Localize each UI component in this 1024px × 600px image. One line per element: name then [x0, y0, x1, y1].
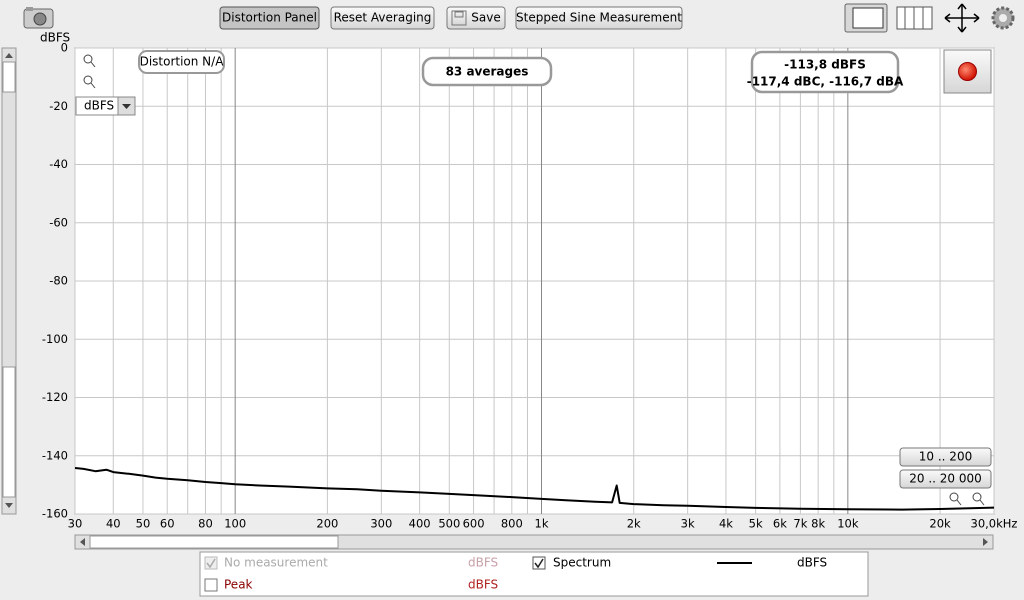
y-tick-label: -60	[49, 215, 68, 229]
x-tick-label: 4k	[719, 517, 733, 531]
x-tick-label: 7k	[793, 517, 807, 531]
x-tick-label: 100	[224, 517, 246, 531]
range-button[interactable]: 20 .. 20 000	[899, 469, 992, 489]
horizontal-scrollbar[interactable]	[74, 534, 994, 550]
x-tick-label: 3k	[681, 517, 695, 531]
distortion-panel-button[interactable]: Distortion Panel	[219, 6, 320, 30]
stepped-sine-button[interactable]: Stepped Sine Measurement	[515, 6, 683, 30]
weighted-text: -117,4 dBC, -116,7 dBA	[747, 75, 904, 89]
distortion-text: Distortion N/A	[140, 55, 225, 69]
button-label: 20 .. 20 000	[909, 472, 982, 486]
legend-unit: dBFS	[468, 556, 498, 570]
x-tick-label: 30,0kHz	[971, 517, 1018, 531]
x-tick-label: 80	[198, 517, 213, 531]
x-tick-label: 500	[438, 517, 460, 531]
x-tick-label: 40	[106, 517, 121, 531]
save-button[interactable]: Save	[446, 6, 506, 30]
view-icon[interactable]	[844, 3, 888, 33]
x-tick-label: 300	[370, 517, 392, 531]
unit-dropdown[interactable]: dBFS	[75, 96, 136, 116]
checkbox[interactable]	[532, 556, 546, 570]
vertical-scrollbar[interactable]	[1, 47, 17, 515]
x-tick-label: 600	[463, 517, 485, 531]
legend-label: Peak	[224, 578, 253, 592]
y-tick-label: -20	[49, 99, 68, 113]
averages-box	[421, 56, 553, 87]
range-button[interactable]: 10 .. 200	[899, 447, 992, 467]
x-tick-label: 2k	[627, 517, 641, 531]
columns-icon[interactable]	[896, 6, 933, 30]
x-tick-label: 50	[136, 517, 151, 531]
spectrum-line	[75, 467, 994, 511]
legend-unit: dBFS	[468, 578, 498, 592]
x-tick-label: 6k	[773, 517, 787, 531]
button-label: Distortion Panel	[222, 11, 317, 25]
button-label: Reset Averaging	[334, 11, 432, 25]
legend-unit: dBFS	[797, 556, 827, 570]
x-tick-label: 1k	[535, 517, 549, 531]
x-tick-label: 8k	[811, 517, 825, 531]
reset-averaging-button[interactable]: Reset Averaging	[330, 6, 435, 30]
zoom-icons[interactable]	[83, 54, 985, 506]
y-tick-label: -160	[42, 507, 68, 521]
level-text: -113,8 dBFS	[784, 58, 866, 72]
legend-label: Spectrum	[553, 556, 611, 570]
x-tick-label: 200	[316, 517, 338, 531]
settings-icon[interactable]	[991, 6, 1015, 30]
x-tick-label: 60	[160, 517, 175, 531]
y-tick-label: -100	[42, 332, 68, 346]
button-label: Save	[471, 11, 500, 25]
camera-icon[interactable]	[23, 7, 54, 29]
x-tick-label: 10k	[837, 517, 859, 531]
y-tick-label: -120	[42, 390, 68, 404]
averages-text: 83 averages	[446, 65, 529, 79]
button-label: 10 .. 200	[919, 450, 972, 464]
y-tick-label: -80	[49, 274, 68, 288]
x-tick-label: 30	[68, 517, 83, 531]
fit-icon[interactable]	[944, 3, 980, 33]
level-box	[750, 50, 900, 94]
checkbox[interactable]	[204, 578, 218, 592]
y-axis-label: dBFS	[40, 31, 70, 45]
legend-label: No measurement	[224, 556, 328, 570]
y-tick-label: 0	[61, 41, 68, 55]
button-label: Stepped Sine Measurement	[516, 11, 682, 25]
x-tick-label: 400	[409, 517, 431, 531]
distortion-box	[138, 50, 225, 74]
checkbox[interactable]	[204, 556, 218, 570]
y-tick-label: -140	[42, 448, 68, 462]
y-tick-label: -40	[49, 157, 68, 171]
x-tick-label: 20k	[929, 517, 951, 531]
x-tick-label: 800	[501, 517, 523, 531]
x-tick-label: 5k	[749, 517, 763, 531]
dropdown-value: dBFS	[84, 99, 114, 113]
record-button[interactable]	[943, 49, 992, 94]
